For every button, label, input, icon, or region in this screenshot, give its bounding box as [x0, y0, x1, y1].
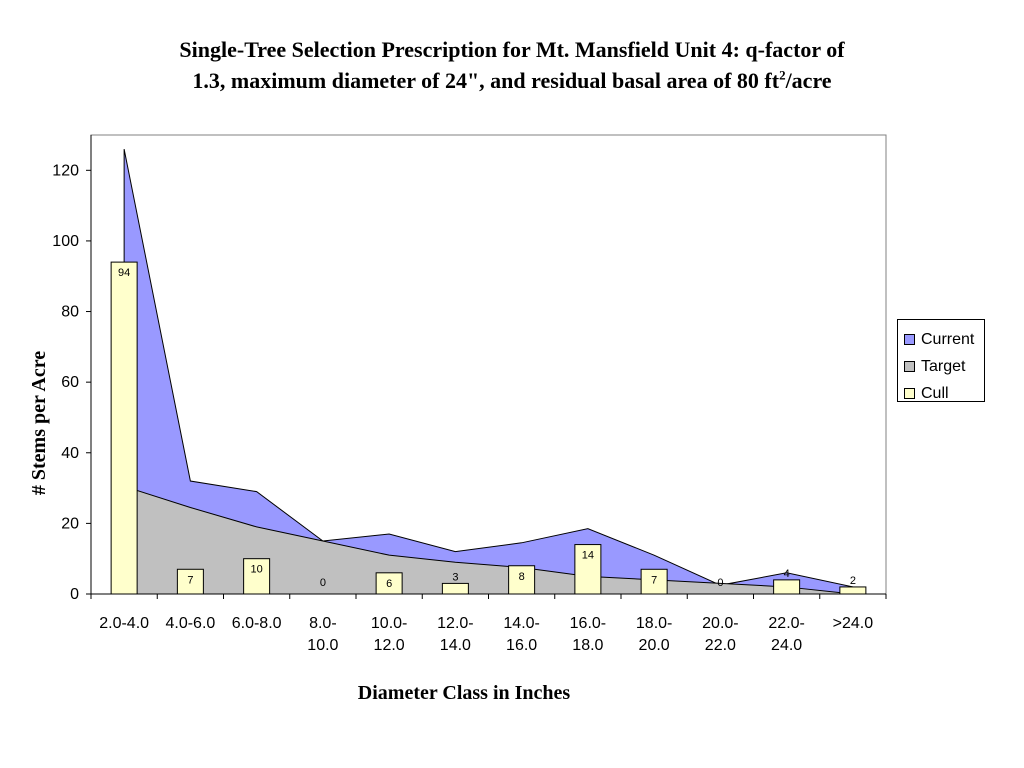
legend: Current Target Cull [897, 319, 985, 402]
bar-cull [773, 579, 801, 595]
title-line-2-end: /acre [785, 68, 832, 93]
data-label-cull: 6 [386, 578, 392, 590]
data-label-cull: 0 [717, 577, 723, 589]
y-tick-label: 20 [61, 515, 79, 532]
bar-cull [176, 568, 204, 595]
y-tick-label: 40 [61, 445, 79, 462]
data-label-cull: 94 [118, 267, 130, 279]
legend-item-target: Target [904, 353, 984, 380]
y-tick-label: 0 [70, 586, 79, 603]
y-tick-label: 120 [52, 162, 79, 179]
data-label-cull: 8 [519, 571, 525, 583]
data-label-cull: 10 [251, 564, 263, 576]
legend-swatch-cull [904, 388, 915, 399]
legend-swatch-target [904, 361, 915, 372]
legend-item-current: Current [904, 326, 984, 353]
bar-cull [110, 261, 138, 595]
bar-cull [839, 586, 867, 595]
y-axis-label: # Stems per Acre [28, 350, 50, 496]
y-tick-label: 80 [61, 304, 79, 321]
x-tick-label: 10.0-12.0 [371, 615, 407, 654]
legend-swatch-current [904, 334, 915, 345]
y-tick-label: 100 [52, 233, 79, 250]
legend-label-current: Current [921, 330, 975, 348]
x-tick-label: 2.0-4.0 [99, 615, 149, 632]
x-tick-label: 4.0-6.0 [165, 615, 215, 632]
x-tick-label: 12.0-14.0 [437, 615, 473, 654]
x-tick-label: 18.0-20.0 [636, 615, 672, 654]
data-label-cull: 3 [452, 571, 458, 583]
x-tick-label: 6.0-8.0 [232, 615, 282, 632]
title-line-2: 1.3, maximum diameter of 24", and residu… [192, 68, 780, 93]
x-tick-label: 22.0-24.0 [768, 615, 804, 654]
title-superscript: 2 [779, 67, 786, 83]
title-line-1: Single-Tree Selection Prescription for M… [179, 37, 845, 62]
bar-cull [441, 582, 469, 595]
y-tick-label: 60 [61, 374, 79, 391]
data-label-cull: 2 [850, 575, 856, 587]
data-label-cull: 7 [187, 574, 193, 586]
data-label-cull: 14 [582, 550, 594, 562]
x-axis-label: Diameter Class in Inches [357, 682, 571, 704]
x-tick-label: 16.0-18.0 [570, 615, 606, 654]
bar-cull [508, 565, 536, 595]
x-tick-label: 20.0-22.0 [702, 615, 738, 654]
legend-item-cull: Cull [904, 380, 984, 407]
x-tick-label: 14.0-16.0 [503, 615, 539, 654]
chart-title: Single-Tree Selection Prescription for M… [60, 34, 964, 96]
legend-label-target: Target [921, 357, 966, 375]
data-label-cull: 7 [651, 574, 657, 586]
legend-label-cull: Cull [921, 384, 949, 402]
data-label-cull: 4 [784, 568, 790, 580]
x-tick-label: >24.0 [833, 615, 874, 632]
data-label-cull: 0 [320, 577, 326, 589]
x-tick-label: 8.0-10.0 [307, 615, 338, 654]
